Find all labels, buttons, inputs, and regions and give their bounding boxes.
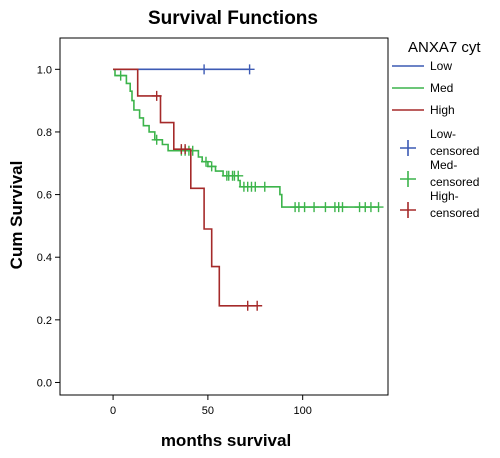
censored-mark-med xyxy=(299,202,310,213)
censored-mark-high xyxy=(151,90,162,101)
legend: ANXA7 cyt LowMedHighLow-censoredMed-cens… xyxy=(392,39,481,220)
censored-mark-med xyxy=(187,145,198,156)
censored-mark-med xyxy=(115,70,126,81)
y-tick-label: 0.4 xyxy=(37,252,52,264)
x-axis: 0 50 100 xyxy=(110,395,312,417)
censored-mark-low xyxy=(244,64,255,75)
x-tick-label: 0 xyxy=(110,405,116,417)
legend-label-high: High xyxy=(430,103,455,117)
legend-swatch-med-censored xyxy=(400,171,416,187)
y-tick-label: 0.6 xyxy=(37,190,52,202)
legend-swatch-high-censored xyxy=(400,202,416,218)
legend-title: ANXA7 cyt xyxy=(408,39,481,56)
y-axis-label: Cum Survival xyxy=(7,161,26,270)
censored-mark-high xyxy=(242,300,253,311)
legend-label-med: Med xyxy=(430,81,453,95)
legend-label-med-censored: Med- xyxy=(430,158,457,172)
censored-mark-high xyxy=(180,144,191,155)
x-tick-label: 50 xyxy=(202,405,214,417)
censored-mark-med xyxy=(200,156,211,167)
legend-label-med-censored: censored xyxy=(430,175,479,189)
censored-mark-med xyxy=(259,181,270,192)
x-axis-label: months survival xyxy=(161,431,291,450)
y-tick-label: 1.0 xyxy=(37,64,52,76)
censored-mark-med xyxy=(320,202,331,213)
legend-swatch-low-censored xyxy=(400,140,416,156)
legend-label-low: Low xyxy=(430,59,452,73)
legend-label-low-censored: Low- xyxy=(430,127,456,141)
plot-frame xyxy=(59,37,389,396)
censored-mark-med xyxy=(233,170,244,181)
censored-mark-med xyxy=(206,161,217,172)
y-axis: 0.0 0.2 0.4 0.6 0.8 1.0 xyxy=(37,64,60,389)
legend-label-high-censored: censored xyxy=(430,206,479,220)
censored-mark-med xyxy=(337,202,348,213)
censored-mark-med xyxy=(250,181,261,192)
legend-label-high-censored: High- xyxy=(430,189,459,203)
censored-mark-high xyxy=(252,300,263,311)
series-high-line xyxy=(113,68,258,307)
censored-mark-med xyxy=(373,202,384,213)
plot-area xyxy=(113,64,384,311)
y-tick-label: 0.2 xyxy=(37,315,52,327)
y-tick-label: 0.0 xyxy=(37,377,52,389)
y-tick-label: 0.8 xyxy=(37,127,52,139)
legend-label-low-censored: censored xyxy=(430,144,479,158)
x-tick-label: 100 xyxy=(294,405,312,417)
censored-mark-med xyxy=(151,134,162,145)
censored-mark-low xyxy=(199,64,210,75)
chart-title: Survival Functions xyxy=(148,8,318,29)
censored-mark-med xyxy=(309,202,320,213)
